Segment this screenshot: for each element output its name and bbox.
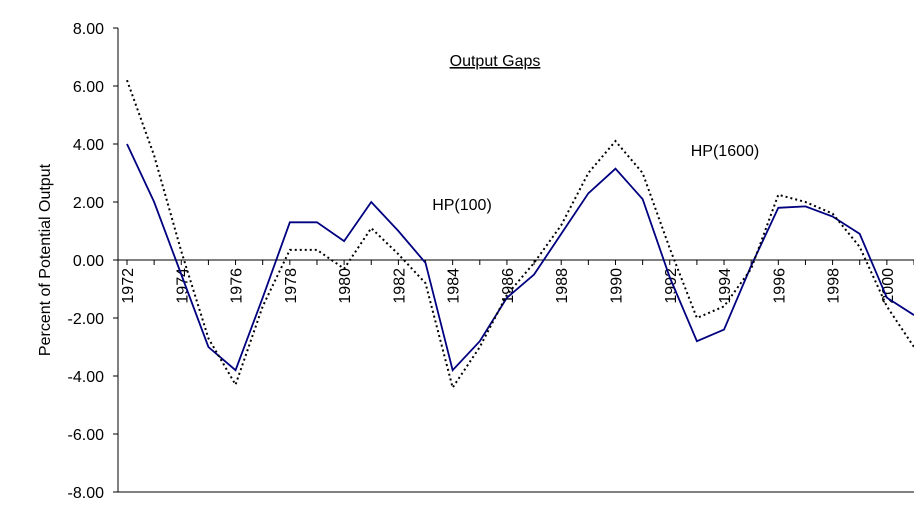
x-tick-label: 1992 xyxy=(663,268,680,304)
x-tick-label: 1974 xyxy=(174,268,191,304)
y-tick-label: -6.00 xyxy=(68,427,105,444)
x-tick-label: 1976 xyxy=(229,268,246,304)
series-line xyxy=(126,79,914,391)
x-tick-label: 1988 xyxy=(554,268,571,304)
y-tick-label: 6.00 xyxy=(73,79,104,96)
y-tick-label: 8.00 xyxy=(73,21,104,38)
series-label: HP(100) xyxy=(432,197,492,214)
x-tick-label: 1972 xyxy=(120,268,137,304)
series-label: HP(1600) xyxy=(691,143,759,160)
series-line xyxy=(126,143,914,373)
x-tick-label: 1990 xyxy=(608,268,625,304)
x-tick-label: 1978 xyxy=(283,268,300,304)
x-tick-label: 1982 xyxy=(391,268,408,304)
x-tick-label: 1994 xyxy=(717,268,734,304)
x-tick-label: 1986 xyxy=(500,268,517,304)
y-tick-label: 2.00 xyxy=(73,195,104,212)
y-tick-label: -2.00 xyxy=(68,311,105,328)
y-tick-label: 0.00 xyxy=(73,253,104,270)
x-tick-label: 1996 xyxy=(771,268,788,304)
y-axis-label: Percent of Potential Output xyxy=(37,163,54,356)
x-tick-label: 1984 xyxy=(446,268,463,304)
y-tick-label: 4.00 xyxy=(73,137,104,154)
x-tick-label: 1980 xyxy=(337,268,354,304)
y-tick-label: -8.00 xyxy=(68,485,105,502)
x-tick-label: 1998 xyxy=(826,268,843,304)
chart-title: Output Gaps xyxy=(450,53,541,70)
y-tick-label: -4.00 xyxy=(68,369,105,386)
x-tick-label: 2000 xyxy=(880,268,897,304)
